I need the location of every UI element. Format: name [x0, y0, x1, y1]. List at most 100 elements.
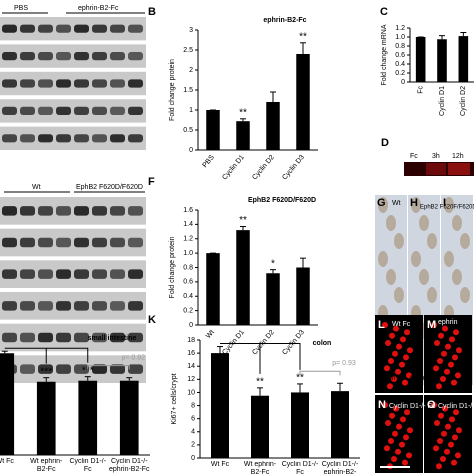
y-tick-label: 0.5	[183, 127, 193, 134]
y-tick-label: 16	[187, 350, 195, 357]
blot-band	[110, 79, 125, 88]
y-tick-label: 1.6	[183, 207, 193, 214]
bar	[415, 37, 426, 82]
nucleus	[396, 423, 402, 430]
nucleus	[382, 402, 388, 408]
nucleus	[433, 445, 439, 452]
y-axis-label: Fold change protein	[169, 59, 176, 121]
blot-band	[20, 206, 35, 216]
blot-band	[128, 24, 143, 33]
y-axis-label: Fold change mRNA	[381, 24, 388, 85]
decoration	[0, 17, 473, 473]
nucleus	[402, 459, 408, 466]
nucleus	[389, 332, 395, 339]
blot-band	[128, 51, 143, 61]
blot-band	[128, 106, 143, 116]
nucleus	[396, 343, 402, 350]
nucleus	[393, 325, 399, 332]
comparison-bracket	[220, 343, 301, 370]
nucleus	[382, 322, 388, 328]
x-tick-label: Wt Fc	[210, 461, 230, 468]
x-tick-label-box: Cyclin D1-/- ephrin-B2-Fc	[109, 458, 149, 473]
x-tick-label: Cyclin D1-/- ephrin-B2-Fc	[321, 461, 359, 474]
blot-band	[20, 24, 35, 33]
blot-strip	[0, 126, 146, 150]
crypt	[386, 269, 396, 285]
blot-band	[74, 79, 89, 88]
blot-band	[38, 134, 53, 143]
blot-band	[38, 206, 53, 216]
image-label: Colon	[377, 375, 395, 382]
panel-letter: O	[427, 399, 436, 411]
blot-band	[2, 332, 17, 343]
blot-band	[56, 237, 71, 248]
blot-band	[74, 237, 89, 248]
nucleus	[433, 365, 439, 372]
bar	[291, 392, 309, 458]
blot-band	[92, 206, 107, 216]
x-tick-label-box: Wt ephrin-B2-Fc	[244, 461, 276, 474]
blot-band	[38, 301, 53, 311]
blot-band	[110, 134, 125, 143]
comparison-bracket	[87, 365, 130, 370]
nucleus	[448, 361, 454, 368]
y-tick-label: 1	[189, 107, 193, 114]
micrograph	[424, 395, 472, 473]
crypt	[411, 251, 421, 267]
blot-band	[2, 206, 17, 216]
blot-band	[56, 301, 71, 311]
y-tick-label: 1.0	[395, 34, 405, 41]
crypt	[460, 233, 470, 249]
blot-band	[74, 301, 89, 311]
y-tick-label: 14	[187, 363, 195, 370]
micrograph	[375, 315, 423, 393]
blot-band	[56, 364, 71, 374]
blot-band	[2, 237, 17, 248]
blot-band	[74, 134, 89, 143]
crypt	[444, 197, 454, 213]
nucleus	[451, 459, 457, 466]
panel-letter: K	[148, 314, 156, 326]
image-label: ephrin	[438, 319, 458, 326]
blot-band	[20, 364, 35, 374]
nucleus	[384, 445, 390, 452]
blot-band	[128, 237, 143, 248]
crypt	[386, 215, 396, 231]
nucleus	[438, 332, 444, 339]
comparison-bracket	[4, 347, 89, 363]
blot-band	[110, 301, 125, 311]
y-tick-label: 0	[189, 147, 193, 154]
blot-band	[110, 237, 125, 248]
crypt	[452, 215, 462, 231]
blot-band	[56, 79, 71, 88]
nucleus	[400, 336, 406, 343]
blot-band	[38, 269, 53, 279]
blot-band	[38, 79, 53, 88]
significance: **	[239, 107, 247, 118]
y-tick-label: 1.4	[183, 221, 193, 228]
blot-band	[74, 24, 89, 33]
blot-band	[92, 332, 107, 343]
bar	[331, 391, 349, 458]
blot-band	[74, 332, 89, 343]
blot-band	[20, 332, 35, 343]
significance: **	[299, 31, 307, 42]
blot-band	[38, 51, 53, 61]
blot-label: EphB2 F620D/F620D	[76, 184, 143, 191]
x-tick-label: Cyclin D2	[460, 86, 467, 116]
y-tick-label: 10	[187, 389, 195, 396]
y-tick-label: 0.8	[395, 43, 405, 50]
x-tick-label-box: Cyclin D1-/- Fc	[282, 461, 319, 474]
crypt	[419, 215, 429, 231]
blot-band	[74, 364, 89, 374]
y-tick-label: 1.5	[183, 87, 193, 94]
x-tick-label: Cyclin D1-/- Fc	[69, 458, 107, 473]
nucleus	[444, 448, 450, 455]
blot-band	[110, 24, 125, 33]
heatmap-cell	[448, 163, 470, 175]
image-label: Cyclin D1-/- Fc	[389, 403, 436, 410]
x-tick-label: Cyclin D2	[251, 329, 276, 357]
blot-band	[2, 134, 17, 143]
crypt	[411, 197, 421, 213]
blot-band	[128, 134, 143, 143]
